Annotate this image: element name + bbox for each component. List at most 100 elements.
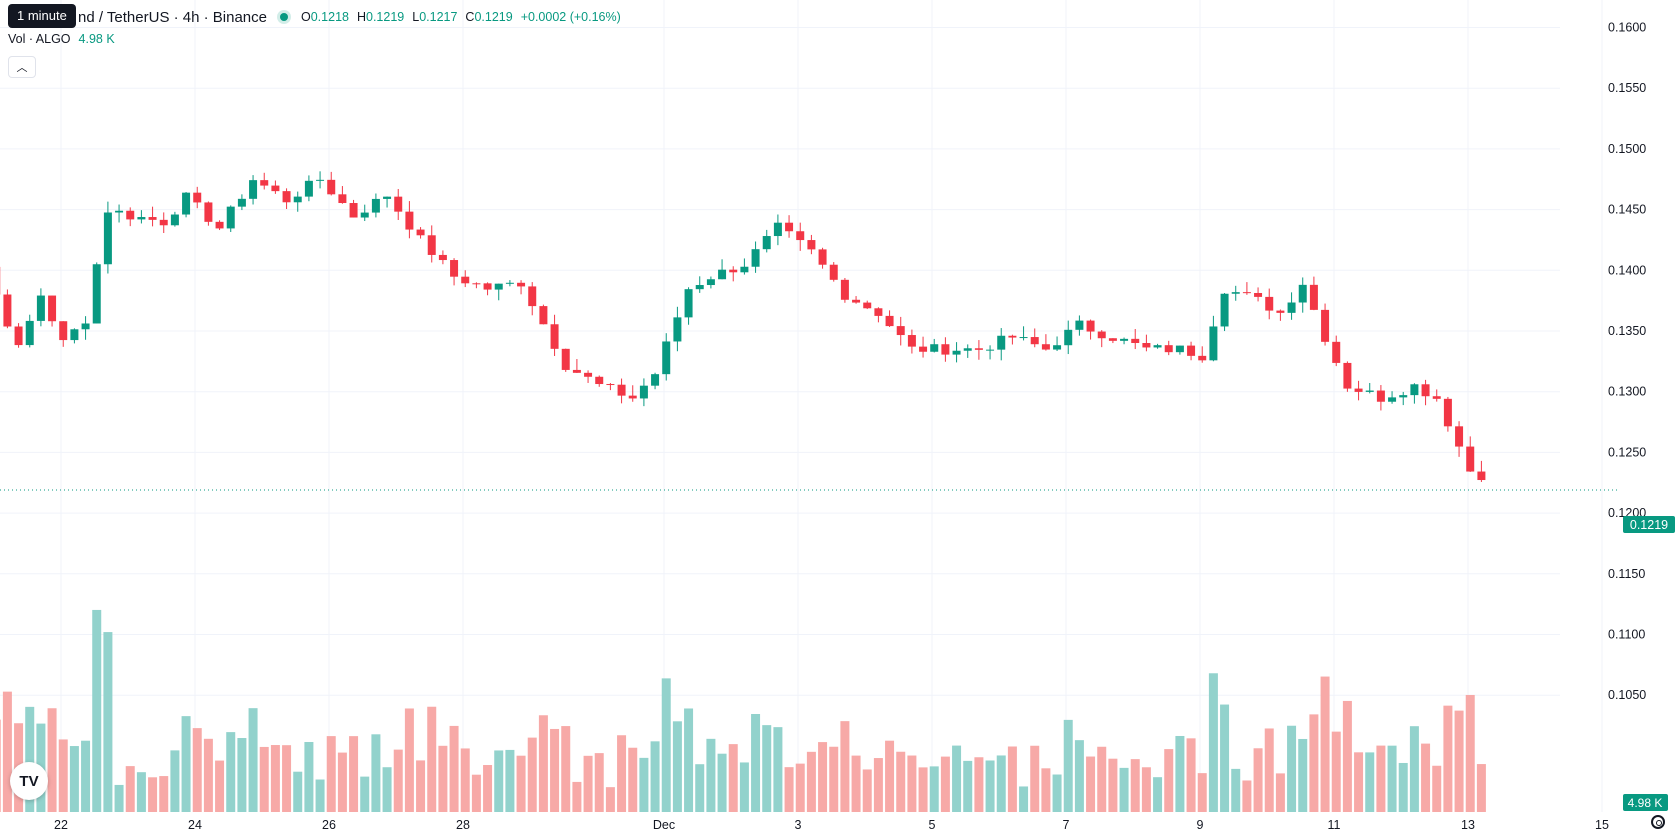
volume-bar bbox=[494, 750, 504, 812]
volume-bar bbox=[907, 755, 917, 812]
candle-body bbox=[226, 206, 235, 229]
volume-bar bbox=[427, 706, 437, 812]
candle-body bbox=[1097, 331, 1106, 339]
volume-bar bbox=[0, 719, 1, 812]
candle-body bbox=[1432, 396, 1441, 399]
volume-bar bbox=[1432, 765, 1442, 812]
volume-bar bbox=[471, 774, 481, 812]
volume-bar bbox=[963, 760, 973, 812]
volume-bar bbox=[259, 746, 269, 812]
candle-body bbox=[137, 217, 146, 220]
candle-body bbox=[617, 384, 626, 396]
candle-body bbox=[639, 385, 648, 399]
volume-bar bbox=[114, 784, 124, 812]
volume-bar bbox=[360, 776, 370, 812]
candle-body bbox=[974, 348, 983, 350]
candle-body bbox=[1108, 338, 1117, 341]
candle-body bbox=[718, 269, 727, 280]
chevron-up-icon: ︿ bbox=[16, 62, 28, 74]
candle-body bbox=[1008, 335, 1017, 338]
volume-bar bbox=[371, 734, 381, 812]
volume-bar bbox=[326, 736, 336, 812]
volume-bar bbox=[1007, 746, 1017, 812]
candle-body bbox=[1041, 344, 1050, 350]
candle-body bbox=[1443, 398, 1452, 427]
candle-body bbox=[1365, 390, 1374, 392]
volume-bar bbox=[550, 728, 560, 812]
ohlc-values: O0.1218 H0.1219 L0.1217 C0.1219 +0.0002 … bbox=[301, 10, 621, 24]
candle-body bbox=[1164, 345, 1173, 353]
volume-bar bbox=[561, 726, 571, 812]
x-tick-label: 13 bbox=[1461, 818, 1475, 832]
candle-body bbox=[651, 374, 660, 386]
volume-bar bbox=[1287, 725, 1297, 812]
volume-bar bbox=[282, 745, 292, 812]
candle-body bbox=[706, 279, 715, 286]
candle-body bbox=[1019, 337, 1028, 339]
candle-body bbox=[762, 236, 771, 250]
volume-bar bbox=[527, 737, 537, 812]
volume-bar bbox=[1052, 774, 1062, 812]
candle-body bbox=[1254, 292, 1263, 297]
candle-body bbox=[1030, 337, 1039, 345]
volume-bar bbox=[304, 741, 314, 812]
volume-bar bbox=[706, 738, 716, 812]
volume-bar bbox=[818, 742, 828, 812]
candle-body bbox=[740, 266, 749, 273]
volume-bar bbox=[1465, 694, 1475, 812]
volume-bar bbox=[1097, 746, 1107, 812]
volume-value: 4.98 K bbox=[78, 32, 115, 46]
candle-body bbox=[316, 179, 325, 181]
candle-body bbox=[829, 264, 838, 280]
volume-bar bbox=[996, 755, 1006, 812]
volume-bar bbox=[661, 678, 671, 812]
volume-bar bbox=[47, 708, 57, 812]
volume-bars bbox=[0, 609, 1486, 812]
volume-bar bbox=[516, 755, 526, 812]
x-tick-label: 26 bbox=[322, 818, 336, 832]
candle-body bbox=[3, 294, 12, 327]
candle-body bbox=[338, 194, 347, 204]
settings-gear-icon[interactable] bbox=[1651, 815, 1665, 829]
candle-body bbox=[1053, 345, 1062, 350]
volume-bar bbox=[929, 766, 939, 812]
volume-bar bbox=[1130, 759, 1140, 812]
volume-bar bbox=[1264, 728, 1274, 812]
candle-body bbox=[1287, 302, 1296, 313]
volume-bar bbox=[148, 777, 158, 812]
x-tick-label: 5 bbox=[929, 818, 936, 832]
candle-body bbox=[1298, 284, 1307, 303]
market-open-dot-icon bbox=[277, 10, 291, 24]
collapse-legend-button[interactable]: ︿ bbox=[8, 56, 36, 78]
y-tick-label: 0.1150 bbox=[1608, 567, 1645, 581]
volume-bar bbox=[739, 762, 749, 812]
y-tick-label: 0.1300 bbox=[1608, 385, 1646, 399]
candle-body bbox=[561, 348, 570, 370]
candle-body bbox=[930, 344, 939, 352]
volume-bar bbox=[1019, 786, 1029, 812]
candle-body bbox=[1466, 446, 1475, 472]
volume-bar bbox=[1365, 752, 1375, 812]
volume-bar bbox=[1074, 740, 1084, 812]
volume-bar bbox=[751, 714, 761, 812]
volume-bar bbox=[25, 706, 35, 812]
volume-bar bbox=[1354, 752, 1364, 812]
symbol-title[interactable]: nd / TetherUS · 4h · Binance bbox=[78, 8, 267, 26]
candle-body bbox=[494, 283, 503, 290]
candle-body bbox=[360, 212, 369, 218]
candle-body bbox=[394, 196, 403, 212]
candles bbox=[0, 171, 1486, 482]
candle-body bbox=[204, 202, 213, 222]
tradingview-logo-icon[interactable]: TV bbox=[10, 762, 48, 800]
candle-body bbox=[1086, 320, 1095, 332]
volume-bar bbox=[203, 738, 213, 812]
candle-body bbox=[304, 180, 313, 197]
volume-label: Vol · ALGO bbox=[8, 32, 71, 46]
volume-bar bbox=[248, 708, 258, 812]
volume-bar bbox=[572, 781, 582, 812]
volume-bar bbox=[1197, 773, 1207, 812]
candle-body bbox=[371, 198, 380, 213]
candle-body bbox=[1120, 338, 1129, 341]
volume-bar bbox=[293, 771, 303, 812]
